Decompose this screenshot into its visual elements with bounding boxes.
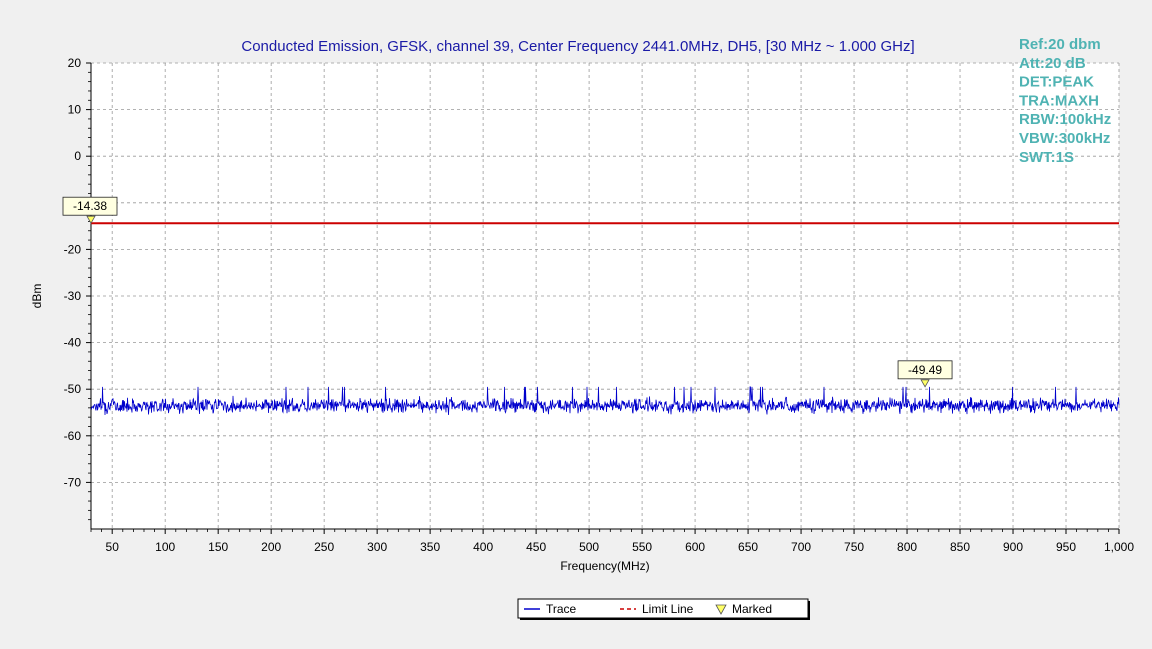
marker-label: -14.38: [73, 199, 107, 213]
chart-title: Conducted Emission, GFSK, channel 39, Ce…: [241, 38, 914, 55]
y-tick-label: -20: [64, 242, 82, 256]
settings-line: TRA:MAXH: [1019, 92, 1099, 109]
x-tick-label: 750: [844, 540, 864, 554]
y-tick-label: -60: [64, 429, 82, 443]
legend-limit-label: Limit Line: [642, 602, 694, 616]
legend: Trace Limit Line Marked: [517, 598, 810, 620]
plot-area: [91, 63, 1119, 529]
settings-line: Ref:20 dbm: [1019, 36, 1101, 53]
x-tick-label: 400: [473, 540, 493, 554]
x-tick-label: 600: [685, 540, 705, 554]
x-tick-label: 350: [420, 540, 440, 554]
x-tick-label: 700: [791, 540, 811, 554]
y-tick-label: -50: [64, 382, 82, 396]
y-tick-label: 20: [68, 56, 82, 70]
marker-triangle: [920, 379, 930, 388]
x-tick-label: 450: [526, 540, 546, 554]
settings-line: SWT:1S: [1019, 149, 1074, 166]
y-tick-label: 0: [74, 149, 81, 163]
y-tick-label: 10: [68, 103, 82, 117]
legend-box: [517, 598, 809, 619]
legend-marked-swatch: [715, 604, 727, 615]
x-axis-ticks: 50 100 150 200 250 300 350 400 450 500 550 600 650 70…: [90, 529, 1134, 554]
marker-label-box: [62, 196, 118, 216]
legend-marked-label: Marked: [732, 602, 772, 616]
trace-series: [90, 386, 1120, 416]
x-tick-label: 300: [367, 540, 387, 554]
x-tick-label: 550: [632, 540, 652, 554]
x-tick-label: 200: [261, 540, 281, 554]
x-tick-label: 1,000: [1104, 540, 1134, 554]
x-tick-label: 50: [106, 540, 120, 554]
marker-label: -49.49: [908, 363, 942, 377]
y-tick-label: -40: [64, 336, 82, 350]
markers: -14.38 -49.49: [62, 196, 953, 388]
y-tick-label: -30: [64, 289, 82, 303]
y-tick-label: -70: [64, 475, 82, 489]
x-tick-label: 100: [155, 540, 175, 554]
x-tick-label: 250: [314, 540, 334, 554]
x-axis-title: Frequency(MHz): [560, 559, 649, 573]
x-tick-label: 500: [579, 540, 599, 554]
marker-triangle: [86, 215, 96, 225]
settings-line: RBW:100kHz: [1019, 111, 1111, 128]
settings-line: VBW:300kHz: [1019, 130, 1110, 147]
x-tick-label: 800: [897, 540, 917, 554]
settings-line: DET:PEAK: [1019, 74, 1094, 91]
x-tick-label: 650: [738, 540, 758, 554]
y-axis-title: dBm: [30, 284, 44, 309]
settings-line: Att:20 dB: [1019, 55, 1086, 72]
x-tick-label: 900: [1003, 540, 1023, 554]
x-tick-label: 150: [208, 540, 228, 554]
marker-label-box: [897, 360, 953, 380]
x-tick-label: 950: [1056, 540, 1076, 554]
x-tick-label: 850: [950, 540, 970, 554]
legend-trace-label: Trace: [546, 602, 577, 616]
